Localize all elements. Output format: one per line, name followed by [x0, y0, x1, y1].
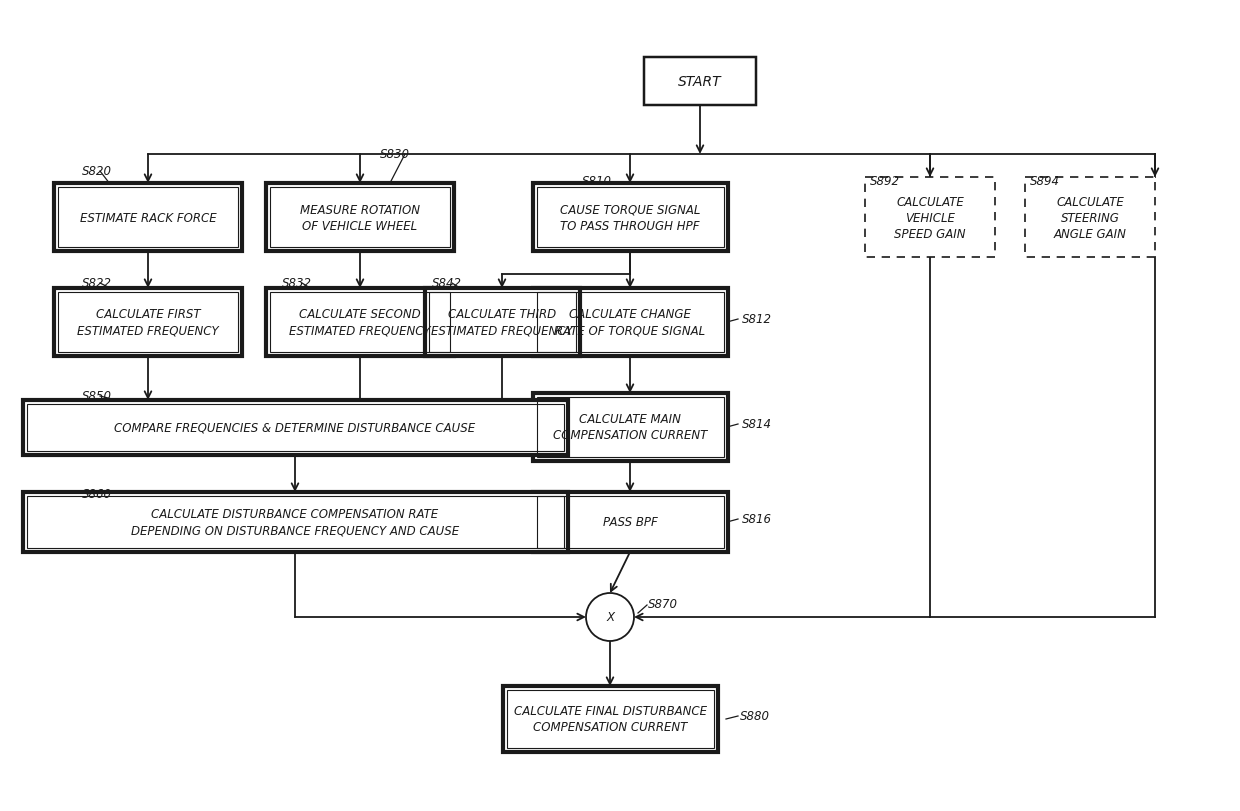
- Text: CALCULATE FINAL DISTURBANCE
COMPENSATION CURRENT: CALCULATE FINAL DISTURBANCE COMPENSATION…: [513, 705, 707, 734]
- Bar: [537, 397, 723, 457]
- Text: ESTIMATE RACK FORCE: ESTIMATE RACK FORCE: [79, 211, 216, 224]
- Bar: [429, 293, 575, 353]
- Bar: [866, 178, 994, 258]
- Bar: [532, 393, 728, 461]
- Circle shape: [587, 594, 634, 642]
- Text: S830: S830: [379, 148, 410, 161]
- Bar: [55, 289, 242, 357]
- Bar: [26, 496, 563, 548]
- Bar: [537, 293, 723, 353]
- Bar: [270, 188, 450, 247]
- Text: S810: S810: [582, 175, 613, 188]
- Bar: [58, 293, 238, 353]
- Text: S880: S880: [740, 709, 770, 722]
- Text: CAUSE TORQUE SIGNAL
TO PASS THROUGH HPF: CAUSE TORQUE SIGNAL TO PASS THROUGH HPF: [559, 204, 701, 232]
- Text: CALCULATE
VEHICLE
SPEED GAIN: CALCULATE VEHICLE SPEED GAIN: [894, 195, 966, 240]
- Text: S820: S820: [82, 165, 112, 178]
- Bar: [26, 404, 563, 451]
- Text: CALCULATE CHANGE
RATE OF TORQUE SIGNAL: CALCULATE CHANGE RATE OF TORQUE SIGNAL: [556, 308, 706, 337]
- Bar: [537, 188, 723, 247]
- FancyBboxPatch shape: [644, 58, 756, 106]
- Bar: [270, 293, 450, 353]
- Bar: [267, 289, 454, 357]
- Text: X: X: [606, 611, 614, 624]
- Text: S812: S812: [742, 312, 773, 325]
- Text: PASS BPF: PASS BPF: [603, 516, 657, 529]
- Text: S816: S816: [742, 513, 773, 526]
- Bar: [22, 400, 568, 455]
- Text: S814: S814: [742, 418, 773, 431]
- Text: S822: S822: [82, 277, 112, 290]
- Text: CALCULATE MAIN
COMPENSATION CURRENT: CALCULATE MAIN COMPENSATION CURRENT: [553, 413, 707, 442]
- Bar: [58, 188, 238, 247]
- Bar: [506, 690, 713, 748]
- Bar: [424, 289, 579, 357]
- Text: MEASURE ROTATION
OF VEHICLE WHEEL: MEASURE ROTATION OF VEHICLE WHEEL: [300, 204, 420, 232]
- Text: CALCULATE
STEERING
ANGLE GAIN: CALCULATE STEERING ANGLE GAIN: [1054, 195, 1126, 240]
- Text: S860: S860: [82, 487, 112, 500]
- Text: CALCULATE FIRST
ESTIMATED FREQUENCY: CALCULATE FIRST ESTIMATED FREQUENCY: [77, 308, 218, 337]
- Bar: [22, 492, 568, 552]
- Text: CALCULATE DISTURBANCE COMPENSATION RATE
DEPENDING ON DISTURBANCE FREQUENCY AND C: CALCULATE DISTURBANCE COMPENSATION RATE …: [131, 508, 459, 537]
- Bar: [267, 184, 454, 251]
- Text: COMPARE FREQUENCIES & DETERMINE DISTURBANCE CAUSE: COMPARE FREQUENCIES & DETERMINE DISTURBA…: [114, 421, 476, 434]
- Bar: [55, 184, 242, 251]
- Text: S894: S894: [1030, 175, 1060, 188]
- Text: CALCULATE THIRD
ESTIMATED FREQUENCY: CALCULATE THIRD ESTIMATED FREQUENCY: [432, 308, 573, 337]
- Text: CALCULATE SECOND
ESTIMATED FREQUENCY: CALCULATE SECOND ESTIMATED FREQUENCY: [289, 308, 430, 337]
- Text: S832: S832: [281, 277, 312, 290]
- Text: START: START: [678, 75, 722, 89]
- Bar: [532, 289, 728, 357]
- Text: S850: S850: [82, 389, 112, 402]
- Text: S870: S870: [649, 597, 678, 610]
- Text: S892: S892: [870, 175, 900, 188]
- Bar: [537, 496, 723, 548]
- Bar: [1025, 178, 1154, 258]
- Bar: [532, 492, 728, 552]
- Bar: [502, 686, 718, 752]
- Text: S842: S842: [432, 277, 463, 290]
- Bar: [532, 184, 728, 251]
